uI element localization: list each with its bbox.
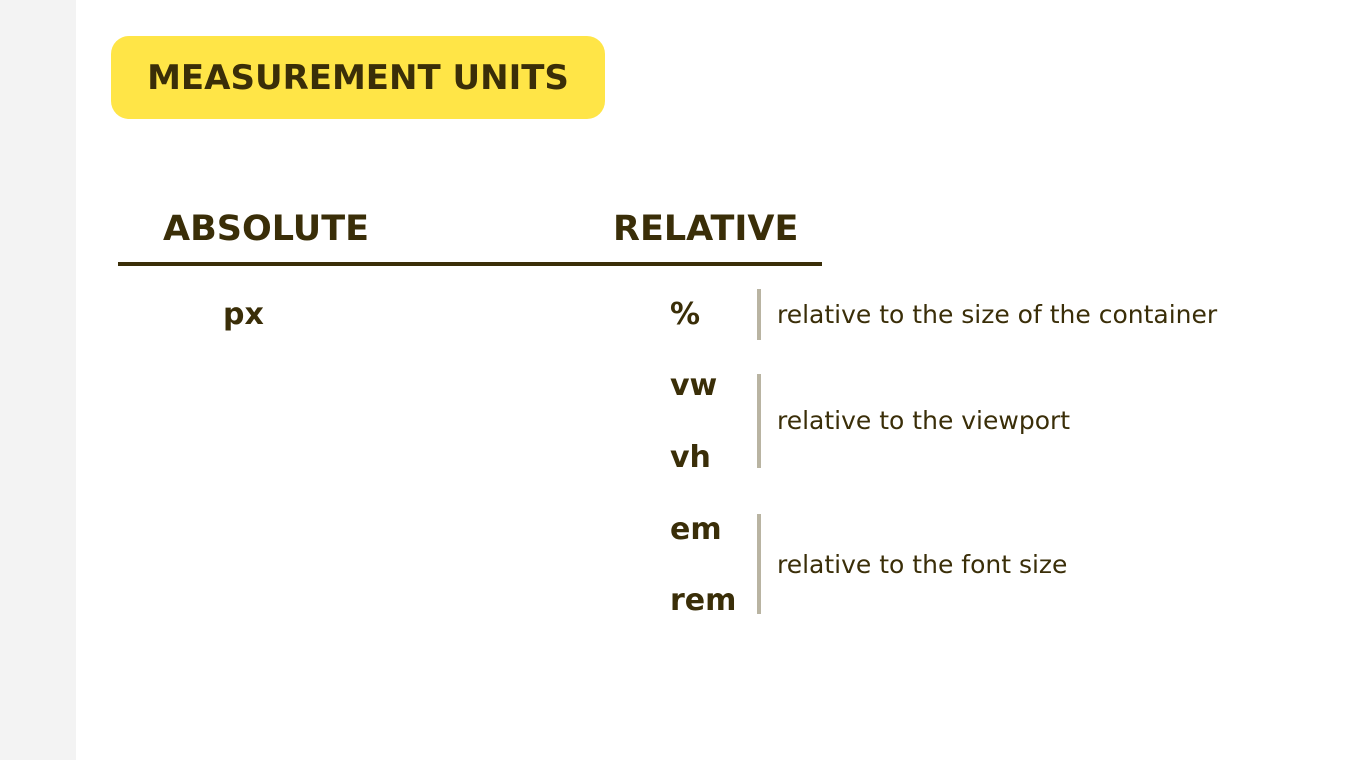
slide-canvas (76, 0, 1367, 760)
description-container: relative to the size of the container (777, 300, 1218, 329)
description-font-size: relative to the font size (777, 550, 1068, 579)
description-viewport: relative to the viewport (777, 406, 1071, 435)
group-divider-viewport (757, 374, 761, 468)
relative-heading: RELATIVE (613, 209, 799, 249)
unit-rem: rem (670, 583, 737, 618)
slide-title: MEASUREMENT UNITS (147, 57, 569, 98)
absolute-heading: ABSOLUTE (163, 209, 369, 249)
title-badge: MEASUREMENT UNITS (111, 36, 605, 119)
unit-percent: % (670, 297, 701, 332)
unit-px: px (223, 297, 264, 332)
group-divider-container (757, 289, 761, 340)
unit-em: em (670, 512, 722, 547)
left-gutter (0, 0, 76, 760)
group-divider-font-size (757, 514, 761, 614)
unit-vw: vw (670, 368, 718, 403)
unit-vh: vh (670, 440, 711, 475)
heading-underline (118, 262, 822, 266)
